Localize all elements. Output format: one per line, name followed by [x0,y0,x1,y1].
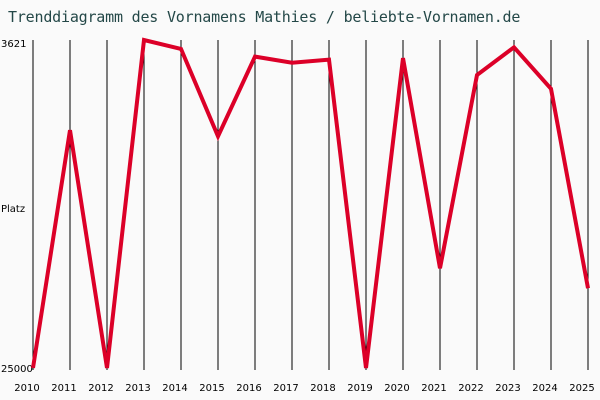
x-tick-label: 2017 [273,383,298,394]
series-line [31,37,590,369]
chart-title: Trenddiagramm des Vornamens Mathies / be… [8,8,521,26]
x-tick-label: 2021 [421,383,446,394]
x-tick-label: 2015 [199,383,224,394]
x-tick-label: 2014 [162,383,187,394]
y-tick-bottom: 25000 [1,364,33,375]
x-tick-label: 2019 [347,383,372,394]
x-tick-label: 2024 [532,383,557,394]
x-tick-label: 2012 [88,383,113,394]
x-tick-label: 2018 [310,383,335,394]
x-tick-label: 2013 [125,383,150,394]
x-tick-label: 2020 [384,383,409,394]
x-tick-label: 2023 [495,383,520,394]
x-tick-label: 2025 [569,383,594,394]
y-axis-label: Platz [1,204,25,215]
x-tick-label: 2022 [458,383,483,394]
y-tick-top: 3621 [1,39,26,50]
x-tick-label: 2011 [51,383,76,394]
x-tick-label: 2016 [236,383,261,394]
x-tick-label: 2010 [14,383,39,394]
